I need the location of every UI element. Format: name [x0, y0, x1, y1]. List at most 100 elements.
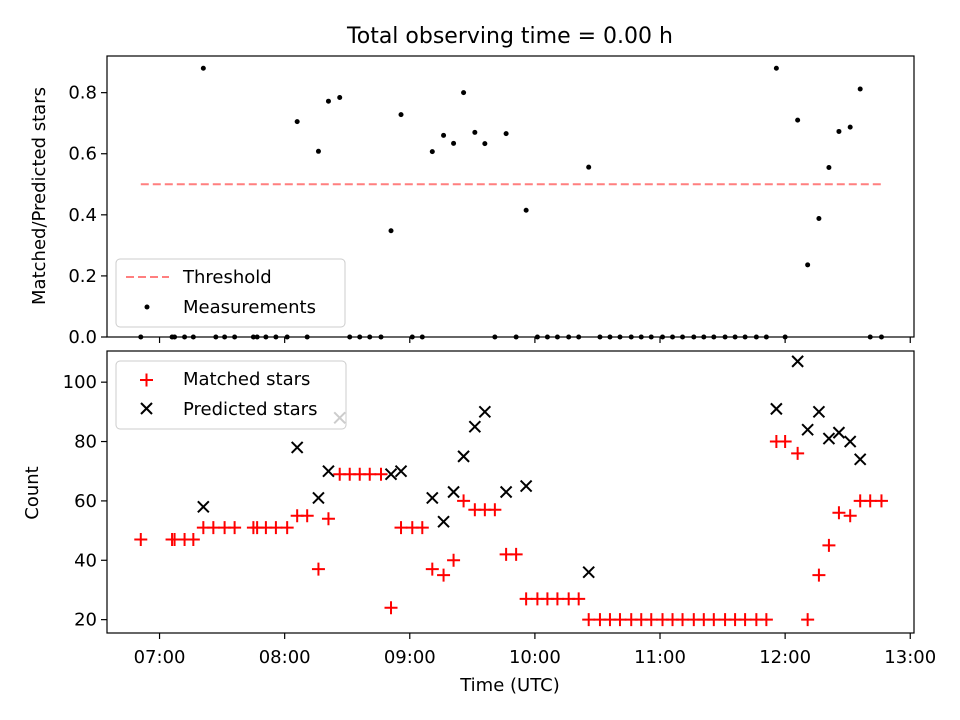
measurement-point — [773, 65, 779, 71]
predicted-stars-point — [843, 435, 857, 448]
predicted-stars-point — [457, 450, 470, 463]
x-tick-label: 10:00 — [509, 647, 561, 668]
matched-stars-point — [186, 532, 200, 546]
legend-matched-label: Matched stars — [183, 369, 310, 390]
matched-stars-point — [321, 512, 335, 526]
predicted-stars-point — [426, 491, 439, 505]
legend-measurements-label: Measurements — [183, 297, 316, 318]
measurement-point — [826, 164, 832, 170]
x-tick-label: 12:00 — [759, 647, 811, 668]
measurement-point — [461, 90, 467, 96]
matched-stars-point — [394, 521, 408, 535]
legend-threshold-label: Threshold — [182, 267, 272, 288]
bottom-marks — [134, 355, 888, 627]
predicted-stars-point — [582, 565, 595, 579]
matched-stars-point — [206, 521, 220, 535]
top-legend: Threshold Measurements — [115, 258, 346, 328]
matched-stars-point — [822, 538, 836, 552]
predicted-stars-point — [499, 485, 513, 499]
measurement-point — [451, 140, 457, 146]
matched-stars-point — [791, 446, 805, 460]
predicted-stars-point — [812, 405, 826, 419]
top-y-axis-label: Matched/Predicted stars — [29, 87, 50, 305]
measurement-point — [472, 129, 478, 135]
matched-stars-point — [269, 521, 283, 535]
legend-matched-marker — [140, 373, 153, 387]
matched-stars-point — [832, 506, 846, 520]
bottom-axis-ticks: 07:00 08:00 09:00 10:00 11:00 12:00 13:00 20 40 6… — [63, 372, 937, 668]
measurement-point — [857, 86, 863, 92]
top-axes-frame — [106, 55, 915, 338]
measurement-point — [816, 215, 822, 221]
bottom-panel: 07:00 08:00 09:00 10:00 11:00 12:00 13:00 20 40 6… — [22, 350, 937, 668]
matched-stars-point — [843, 509, 857, 523]
bottom-axes-frame — [106, 350, 915, 634]
matched-stars-point — [300, 509, 314, 523]
matched-stars-point — [582, 613, 596, 627]
measurement-point — [294, 119, 300, 125]
matched-stars-point — [676, 613, 690, 627]
top-y-tick-label: 0.4 — [68, 205, 97, 226]
matched-stars-point — [572, 592, 586, 606]
predicted-stars-point — [478, 405, 492, 419]
top-y-tick-label: 0.8 — [68, 83, 97, 104]
legend-measurements-marker — [144, 304, 150, 310]
x-tick-label: 09:00 — [384, 647, 436, 668]
x-axis-label: Time (UTC) — [459, 675, 560, 696]
top-y-tick-label: 0.0 — [68, 327, 97, 348]
predicted-stars-point — [822, 432, 836, 445]
matched-stars-point — [384, 601, 398, 615]
matched-stars-point — [863, 494, 877, 508]
matched-stars-point — [778, 435, 792, 449]
predicted-stars-point — [384, 467, 398, 481]
matched-stars-point — [447, 553, 461, 567]
x-tick-label: 11:00 — [634, 647, 686, 668]
bottom-y-axis-label: Count — [22, 466, 43, 519]
predicted-stars-point — [394, 465, 408, 478]
matched-stars-point — [457, 494, 471, 508]
x-tick-label: 13:00 — [884, 647, 936, 668]
matched-stars-point — [738, 613, 752, 627]
measurement-point — [847, 124, 853, 130]
matched-stars-point — [374, 467, 388, 481]
measurement-point — [398, 112, 404, 118]
matched-stars-point — [280, 521, 294, 535]
top-y-tick-label: 0.2 — [68, 266, 97, 287]
bottom-y-tick-label: 20 — [74, 610, 97, 631]
matched-stars-point — [812, 568, 826, 582]
matched-stars-point — [707, 613, 721, 627]
matched-stars-point — [613, 613, 627, 627]
bottom-y-tick-label: 60 — [74, 491, 97, 512]
matched-stars-point — [311, 562, 325, 576]
matched-stars-point — [134, 532, 148, 546]
predicted-stars-point — [770, 402, 783, 416]
measurement-point — [586, 164, 592, 170]
matched-stars-point — [519, 592, 533, 606]
matched-stars-point — [415, 521, 429, 535]
measurement-point — [836, 128, 842, 134]
top-legend-frame — [115, 258, 346, 328]
legend-predicted-marker — [140, 402, 153, 415]
bottom-y-tick-label: 100 — [63, 372, 97, 393]
measurement-point — [429, 149, 435, 155]
matched-stars-point — [228, 521, 242, 535]
measurement-point — [388, 228, 394, 234]
predicted-stars-point — [447, 485, 460, 499]
measurement-point — [337, 95, 343, 101]
measurement-point — [315, 148, 321, 154]
legend-predicted-label: Predicted stars — [183, 399, 317, 420]
predicted-stars-point — [468, 420, 482, 433]
matched-stars-point — [644, 613, 658, 627]
x-tick-label: 07:00 — [134, 647, 186, 668]
predicted-stars-point — [322, 465, 335, 478]
predicted-stars-point — [853, 453, 867, 466]
matched-stars-point — [509, 547, 523, 561]
matched-stars-point — [437, 568, 451, 582]
top-panel: 0.00.20.40.60.8 Matched/Predicted stars … — [29, 55, 915, 348]
bottom-y-tick-label: 40 — [74, 550, 97, 571]
measurement-point — [200, 65, 206, 71]
measurement-point — [441, 132, 447, 138]
matched-stars-point — [425, 562, 439, 576]
